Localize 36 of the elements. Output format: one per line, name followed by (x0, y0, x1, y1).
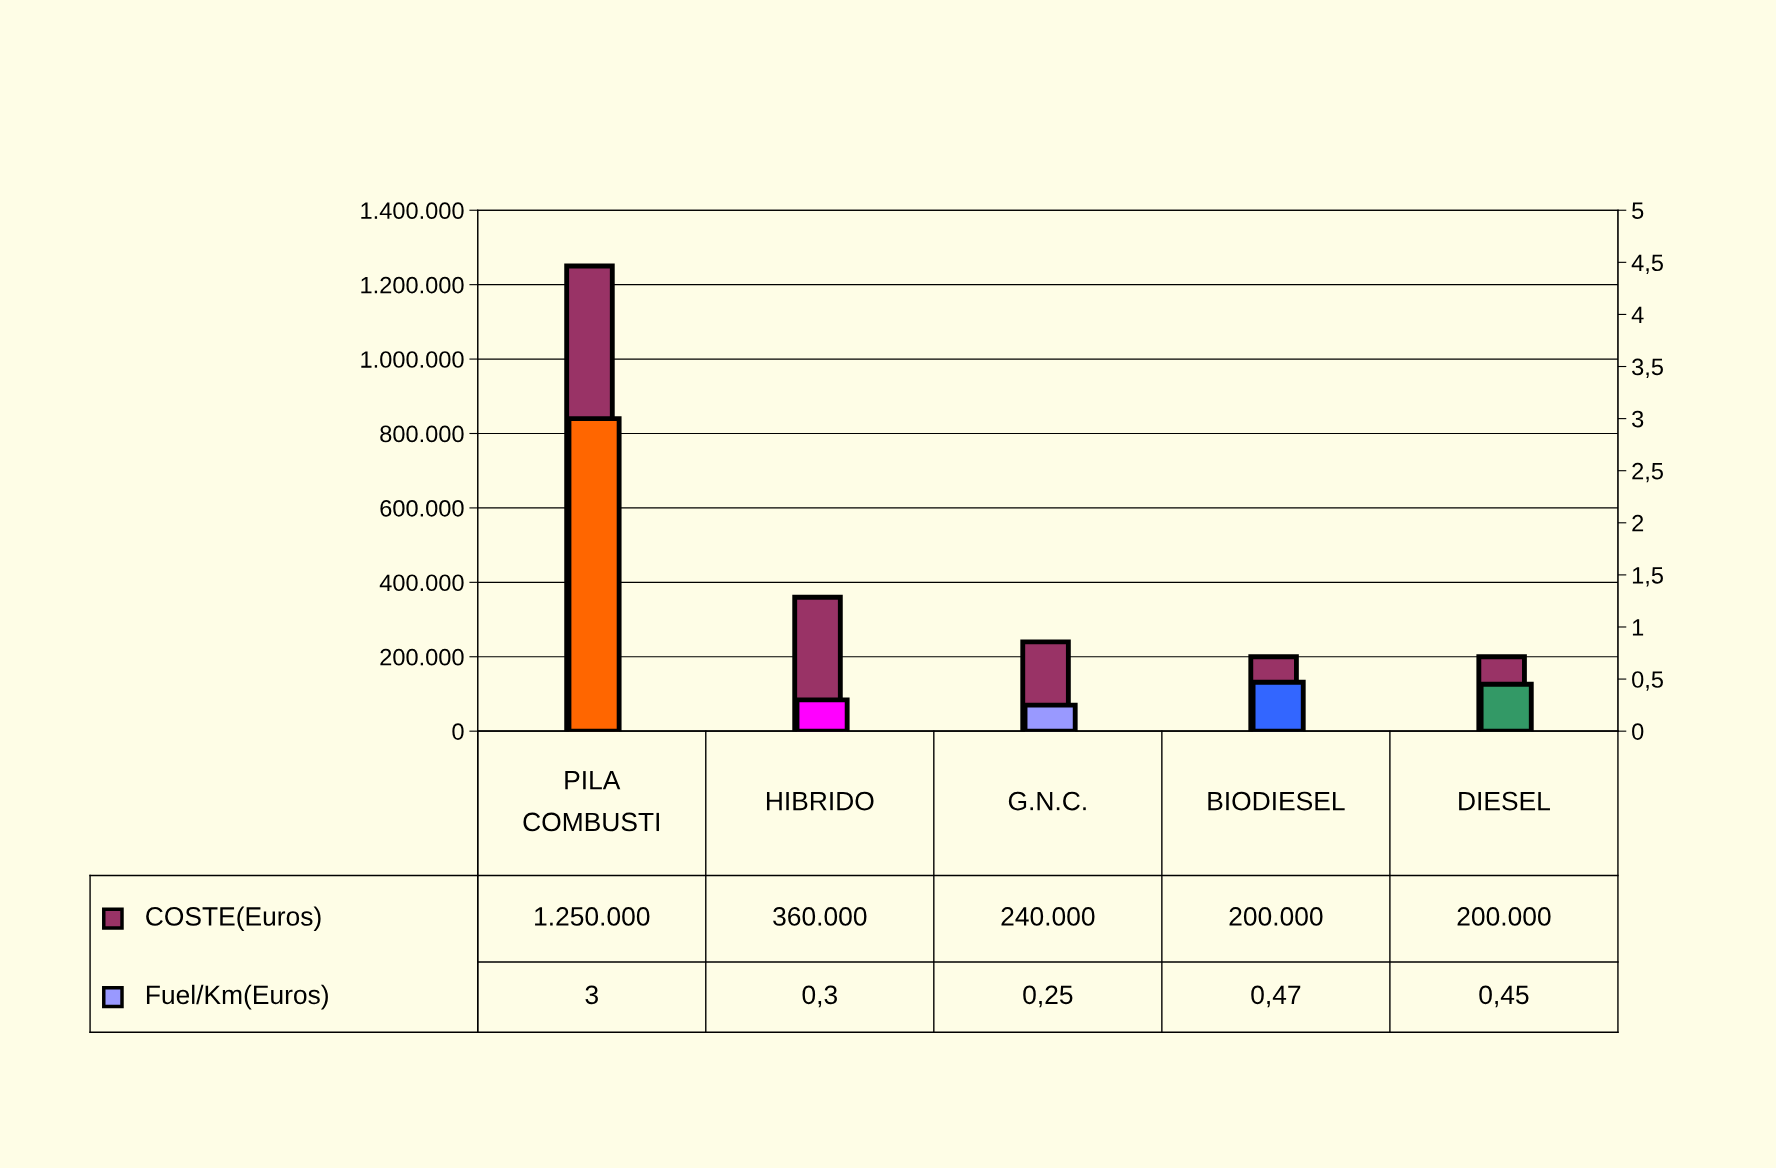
y2-tick-label: 1,5 (1632, 567, 1663, 587)
y-tick-label: 400.000 (379, 574, 464, 592)
x-tick-label: DIESEL (1459, 791, 1550, 811)
y2-tick-label: 2,5 (1632, 462, 1663, 483)
y-tick-label: 1.000.000 (361, 351, 464, 368)
data-label: 1.250.000 (535, 907, 650, 926)
data-label: 200.000 (1229, 907, 1323, 926)
x-tick-label: HIBRIDO (766, 791, 874, 811)
data-label: 0,45 (1479, 985, 1529, 1008)
y-tick-label: 600.000 (380, 499, 464, 517)
y2-tick-label: 4,5 (1631, 254, 1663, 274)
y2-tick-label: 5 (1632, 202, 1644, 220)
x-tick-label: PILA COMBUSTI (523, 771, 659, 832)
y-tick-label: 200.000 (380, 648, 464, 666)
y2-tick-label: 4 (1631, 306, 1644, 323)
data-label: 0,3 (802, 985, 837, 1008)
y-tick-label: 0 (452, 723, 464, 740)
y2-tick-label: 3 (1632, 410, 1644, 428)
data-label: 3 (585, 985, 598, 1005)
data-label: 240.000 (1001, 907, 1095, 926)
x-tick-label: BIODIESEL (1208, 791, 1345, 811)
legend-label: Fuel/Km(Euros) (146, 984, 328, 1010)
y2-tick-label: 3,5 (1632, 358, 1663, 379)
data-label: 200.000 (1457, 907, 1551, 926)
y2-tick-label: 0,5 (1632, 671, 1663, 691)
y2-tick-label: 2 (1632, 514, 1644, 532)
y2-tick-label: 1 (1632, 619, 1644, 636)
y-tick-label: 1.400.000 (361, 202, 464, 220)
data-label: 0,25 (1023, 985, 1073, 1008)
y2-tick-label: 0 (1632, 723, 1644, 740)
legend-label: COSTE(Euros) (146, 906, 321, 931)
y-tick-label: 800.000 (380, 425, 464, 443)
x-tick-label: G.N.C. (1008, 791, 1086, 811)
data-label: 0,47 (1251, 985, 1301, 1008)
data-label: 360.000 (773, 907, 867, 926)
y-tick-label: 1.200.000 (361, 276, 464, 294)
